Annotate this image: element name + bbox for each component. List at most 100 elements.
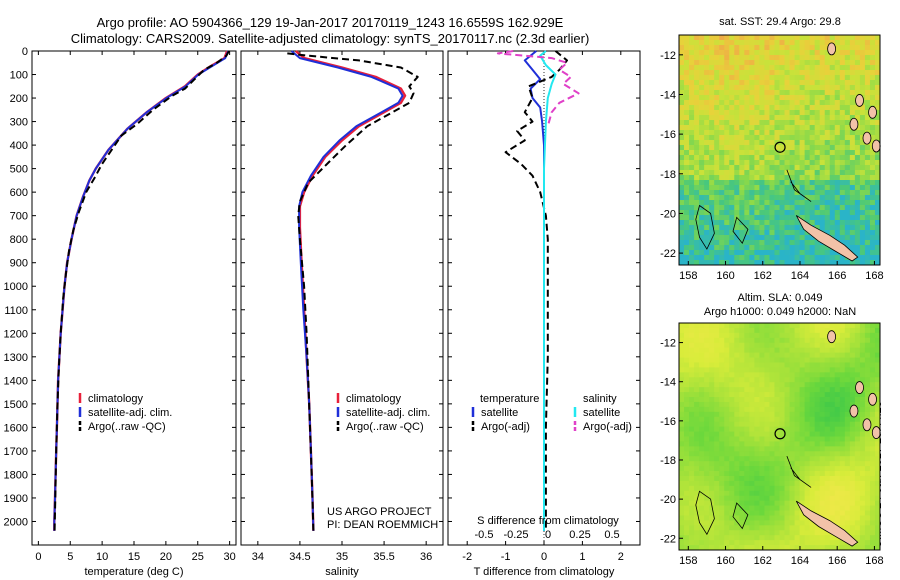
map-cell <box>724 456 730 462</box>
map-cell <box>849 115 856 121</box>
map-cell <box>729 515 735 521</box>
map-cell <box>829 367 836 373</box>
map-cell <box>694 40 700 46</box>
map-cell <box>779 160 785 166</box>
map-cell <box>744 115 750 121</box>
map-cell <box>749 190 755 196</box>
map-cell <box>789 431 795 437</box>
map-cell <box>824 367 831 373</box>
map-cell <box>794 150 801 156</box>
map-cell <box>814 475 821 482</box>
map-cell <box>709 525 715 531</box>
map-cell <box>784 525 790 531</box>
map-cell <box>719 250 725 256</box>
map-cell <box>709 215 715 221</box>
map-cell <box>874 90 881 96</box>
map-cell <box>809 185 816 191</box>
map-cell <box>829 406 836 413</box>
map-cell <box>824 466 831 472</box>
map-cell <box>719 95 725 101</box>
map-cell <box>694 165 700 171</box>
map-cell <box>839 175 846 181</box>
map-cell <box>844 110 851 116</box>
map-cell <box>724 175 730 181</box>
map-cell <box>744 500 750 506</box>
map-cell <box>854 140 861 146</box>
map-cell <box>814 65 821 71</box>
map-cell <box>779 60 785 66</box>
map-cell <box>764 461 770 467</box>
map-cell <box>839 466 846 472</box>
map-cell <box>829 65 836 71</box>
map-cell <box>679 510 685 516</box>
map-cell <box>859 110 866 116</box>
map-cell <box>784 60 790 66</box>
map-cell <box>819 245 826 251</box>
map-cell <box>854 421 861 428</box>
map-cell <box>744 130 750 136</box>
map-cell <box>754 342 760 349</box>
map-cell <box>849 60 856 66</box>
map-cell <box>874 105 881 111</box>
map-cell <box>739 471 745 477</box>
map-cell <box>814 40 821 46</box>
map-cell <box>804 240 811 246</box>
map-cell <box>854 485 861 492</box>
depth-tick-label: 1500 <box>4 399 28 411</box>
map-cell <box>764 260 770 266</box>
map-cell <box>829 510 836 516</box>
map-cell <box>784 220 790 226</box>
map-cell <box>799 110 806 116</box>
map-cell <box>764 367 770 373</box>
map-cell <box>754 323 760 329</box>
map-cell <box>864 490 871 497</box>
map-cell <box>684 100 690 106</box>
map-cell <box>789 65 795 71</box>
map-cell <box>794 195 801 201</box>
depth-tick-label: 1600 <box>4 422 28 434</box>
map-cell <box>709 190 715 196</box>
map-cell <box>839 45 846 51</box>
map-cell <box>699 337 705 344</box>
map-cell <box>694 110 700 116</box>
map-cell <box>774 95 780 101</box>
map-cell <box>679 45 685 51</box>
map-cell <box>784 85 790 91</box>
map-cell <box>854 210 861 216</box>
map-cell <box>849 466 856 472</box>
map-cell <box>789 387 795 393</box>
map-cell <box>719 377 725 383</box>
map-cell <box>849 225 856 231</box>
map-cell <box>809 545 816 551</box>
map-cell <box>729 392 735 398</box>
map-cell <box>739 215 745 221</box>
map-cell <box>799 85 806 91</box>
map-cell <box>734 323 740 329</box>
map-cell <box>819 466 826 472</box>
map-cell <box>719 135 725 141</box>
map-cell <box>694 135 700 141</box>
map-cell <box>774 545 780 551</box>
map-cell <box>869 245 876 251</box>
map-cell <box>719 115 725 121</box>
map-cell <box>759 250 765 256</box>
map-cell <box>874 80 881 86</box>
map-cell <box>809 436 816 442</box>
map-cell <box>699 466 705 472</box>
map-cell <box>719 140 725 146</box>
map-cell <box>869 175 876 181</box>
map-cell <box>684 55 690 61</box>
map-cell <box>819 485 826 492</box>
map-cell <box>784 35 790 41</box>
map-cell <box>794 426 801 432</box>
map-cell <box>824 372 831 378</box>
map-cell <box>774 235 780 241</box>
map-cell <box>804 245 811 251</box>
map-cell <box>859 250 866 256</box>
map-cell <box>714 397 720 403</box>
map-cell <box>789 461 795 467</box>
map-cell <box>704 200 710 206</box>
map-cell <box>729 115 735 121</box>
map-cell <box>784 140 790 146</box>
map-cell <box>819 130 826 136</box>
